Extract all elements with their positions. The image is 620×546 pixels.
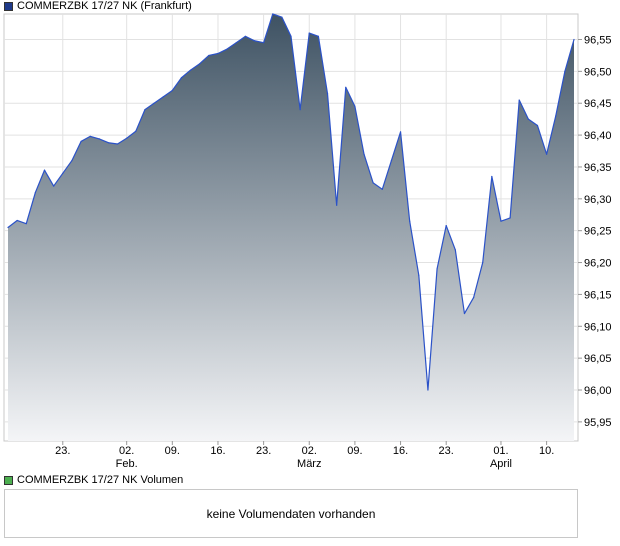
x-tick-label: 16.	[393, 445, 408, 457]
x-tick-label: 10.	[539, 445, 554, 457]
x-tick-label: 16.	[210, 445, 225, 457]
price-point	[546, 153, 548, 155]
price-point	[71, 159, 73, 162]
y-tick-label: 96,40	[584, 130, 612, 142]
price-point	[418, 274, 420, 276]
x-month-label: März	[297, 458, 321, 470]
price-point	[199, 63, 201, 65]
y-tick-label: 96,15	[584, 289, 612, 301]
price-point	[135, 130, 137, 132]
volume-message: keine Volumendaten vorhanden	[206, 506, 376, 521]
price-point	[89, 135, 91, 137]
volume-legend-swatch	[4, 475, 13, 485]
price-point	[363, 153, 365, 155]
volume-panel: keine Volumendaten vorhanden	[4, 489, 578, 538]
y-tick-label: 96,00	[584, 385, 612, 397]
price-point	[454, 249, 456, 251]
price-point	[98, 138, 100, 140]
price-point	[126, 137, 128, 139]
price-point	[555, 115, 557, 117]
price-point	[53, 185, 55, 187]
y-tick-label: 96,25	[584, 226, 612, 238]
x-tick-label: 23.	[256, 445, 271, 457]
x-month-label: April	[490, 458, 512, 470]
price-point	[509, 217, 511, 219]
price-point	[482, 261, 484, 264]
price-point	[34, 191, 36, 194]
price-point	[162, 96, 164, 98]
price-point	[153, 102, 155, 104]
price-point	[500, 220, 502, 222]
price-point	[326, 93, 329, 95]
price-point	[336, 204, 338, 206]
price-point	[80, 140, 82, 143]
price-point	[171, 89, 173, 92]
price-point	[491, 175, 493, 178]
price-point	[564, 70, 566, 72]
y-tick-label: 96,30	[584, 194, 612, 206]
price-point	[427, 389, 429, 391]
x-tick-label: 09.	[347, 445, 362, 457]
y-tick-label: 96,35	[584, 162, 612, 174]
price-point	[445, 224, 447, 227]
price-point	[317, 35, 319, 37]
x-tick-label: 23.	[55, 445, 70, 457]
price-chart: 96,55 96,50 96,45 96,40 96,35 96,30 96,25 96,20…	[3, 13, 612, 470]
price-point	[253, 40, 256, 42]
price-point	[354, 105, 356, 108]
y-tick-label: 96,55	[584, 34, 612, 46]
y-tick-label: 96,50	[584, 66, 612, 78]
price-point	[235, 42, 237, 44]
price-point	[244, 35, 246, 37]
price-point	[573, 38, 575, 41]
volume-legend-label: COMMERZBK 17/27 NK Volumen	[17, 474, 184, 486]
price-legend: COMMERZBK 17/27 NK (Frankfurt)	[4, 0, 192, 12]
price-point	[25, 223, 27, 225]
x-tick-label: 09.	[165, 445, 180, 457]
price-point	[226, 48, 228, 50]
y-tick-label: 96,05	[584, 353, 612, 365]
y-tick-label: 96,20	[584, 258, 612, 270]
y-tick-label: 95,95	[584, 417, 612, 429]
price-point	[299, 109, 301, 111]
price-legend-label: COMMERZBK 17/27 NK (Frankfurt)	[17, 0, 192, 12]
y-tick-label: 96,10	[584, 321, 612, 333]
price-point	[536, 124, 539, 127]
price-point	[381, 188, 383, 190]
price-point	[372, 182, 374, 184]
x-tick-label: 02.	[302, 445, 317, 457]
volume-legend: COMMERZBK 17/27 NK Volumen	[4, 474, 183, 486]
price-point	[7, 226, 9, 229]
y-tick-label: 96,45	[584, 98, 612, 110]
price-point	[290, 35, 292, 37]
x-tick-label: 01.	[493, 445, 508, 457]
price-point	[43, 169, 46, 171]
price-point	[409, 220, 411, 222]
price-point	[472, 297, 475, 299]
x-month-label: Feb.	[116, 458, 138, 470]
price-point	[345, 86, 347, 88]
price-point	[62, 172, 64, 174]
price-legend-swatch	[4, 1, 13, 11]
price-point	[116, 143, 119, 145]
price-point	[281, 16, 283, 18]
price-point	[189, 69, 192, 71]
price-point	[527, 118, 529, 120]
price-point	[463, 312, 466, 315]
price-point	[436, 268, 438, 270]
price-point	[263, 42, 265, 44]
price-point	[180, 77, 183, 79]
price-point	[107, 142, 110, 144]
price-point	[217, 52, 219, 55]
price-point	[399, 131, 402, 133]
x-tick-label: 02.	[119, 445, 134, 457]
price-point	[518, 99, 520, 101]
price-point	[16, 219, 18, 222]
price-point	[272, 13, 274, 15]
price-point	[208, 54, 210, 57]
price-point	[144, 109, 146, 111]
x-tick-label: 23.	[439, 445, 454, 457]
price-point	[308, 32, 310, 34]
price-point	[390, 159, 393, 162]
